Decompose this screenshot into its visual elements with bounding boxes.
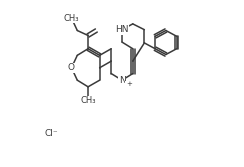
Text: Cl⁻: Cl⁻ — [44, 129, 58, 138]
Text: N: N — [119, 76, 125, 85]
Text: CH₃: CH₃ — [64, 14, 79, 23]
Text: +: + — [126, 81, 132, 87]
Text: HN: HN — [115, 25, 129, 34]
Text: CH₃: CH₃ — [80, 96, 96, 105]
Text: O: O — [68, 63, 75, 72]
